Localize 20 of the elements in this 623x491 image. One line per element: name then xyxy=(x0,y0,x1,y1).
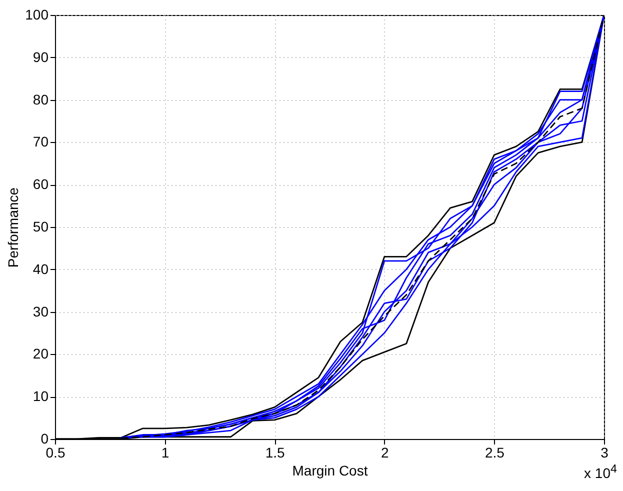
y-tick-label: 0 xyxy=(40,430,49,446)
y-tick-label: 30 xyxy=(32,303,49,320)
x-tick-label: 1 xyxy=(161,444,170,460)
text: x 10$^{4}$ xyxy=(584,462,617,481)
y-tick-label: 90 xyxy=(32,48,49,65)
y-tick-label: 50 xyxy=(32,218,49,234)
y-tick-label: 40 xyxy=(32,260,49,277)
x-tick-label: 1.5 xyxy=(265,444,286,460)
x-tick-label: 2 xyxy=(381,444,389,460)
x-tick-label: 3 xyxy=(600,444,609,460)
x-tick-label: 2.5 xyxy=(484,444,505,460)
y-tick-label: 20 xyxy=(32,346,49,362)
y-tick-label: 100 xyxy=(25,6,49,22)
y-axis-title: Performance xyxy=(5,187,22,268)
y-tick-label: 60 xyxy=(32,176,49,192)
y-tick-label: 10 xyxy=(32,388,49,404)
x-tick-label: 0.5 xyxy=(46,444,66,460)
x-axis-title: Margin Cost xyxy=(292,462,368,478)
y-tick-label: 70 xyxy=(32,134,49,150)
y-tick-label: 80 xyxy=(32,91,49,108)
